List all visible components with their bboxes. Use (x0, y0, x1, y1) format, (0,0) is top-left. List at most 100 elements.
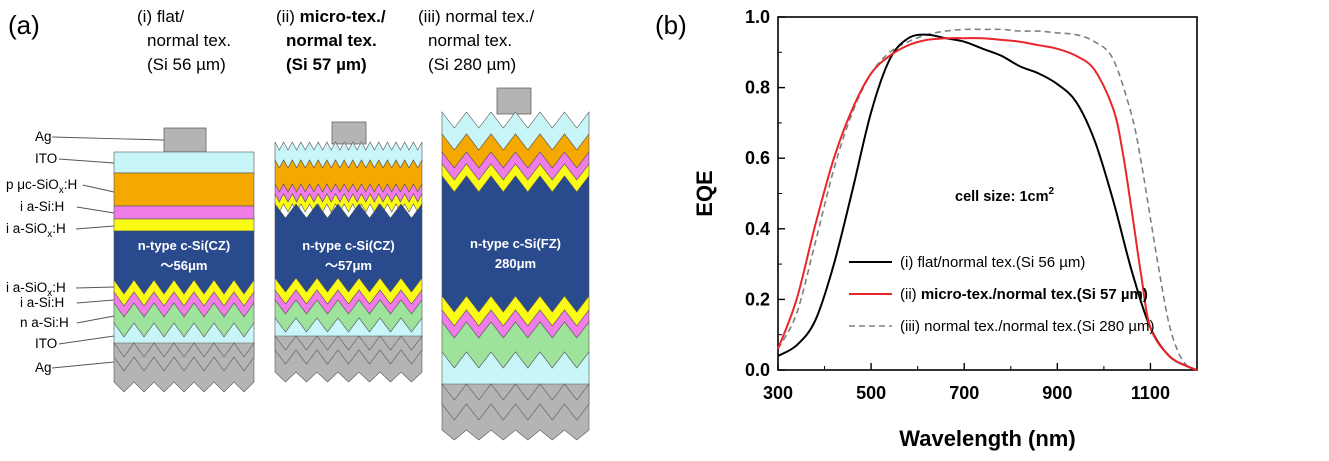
ag-front-contact (496, 87, 532, 115)
leader-line (58, 158, 115, 164)
header-line: (i) flat/ (137, 7, 185, 26)
ito-layer (113, 151, 255, 174)
i-asi-layer (113, 205, 255, 220)
leader-line (76, 315, 115, 324)
y-tick-label: 1.0 (745, 7, 770, 27)
x-tick-label: 700 (949, 383, 979, 403)
annotation-main: cell size: 1cm (955, 189, 1049, 205)
layer-label-text: Ag (35, 360, 52, 375)
header-line: (ii) micro-tex./ (276, 7, 386, 26)
panel-b-label: (b) (655, 10, 687, 40)
label-i-asiox-bottom: i a-SiOx:H (6, 280, 115, 299)
label-sub: x (47, 288, 52, 299)
wafer-thickness: ～56μm (161, 258, 208, 273)
leader-line (82, 184, 115, 193)
series-line-3 (777, 28, 1198, 371)
y-tick-label: 0.0 (745, 360, 770, 380)
x-axis-title: Wavelength (nm) (899, 426, 1075, 451)
ag-front-contact (163, 127, 207, 153)
label-main: i a-SiO (6, 221, 47, 236)
label-ito-top: ITO (35, 151, 115, 166)
column-2-stack: n-type c-Si(CZ) ～57μm (274, 121, 423, 383)
leader-line (76, 299, 115, 304)
cell-size-annotation: cell size: 1cm2 (955, 186, 1055, 205)
x-tick-label: 300 (763, 383, 793, 403)
rear-ag (441, 383, 590, 441)
rear-ag-top (113, 342, 255, 372)
label-i-asi-bottom: i a-Si:H (20, 295, 115, 310)
column-1-stack: n-type c-Si(CZ) ～56μm (113, 127, 255, 393)
series-line-1 (777, 33, 1198, 371)
y-tick-label: 0.2 (745, 289, 770, 309)
series-line-2 (777, 37, 1198, 371)
label-i-asiox-top: i a-SiOx:H (6, 221, 115, 240)
header-line: normal tex. (147, 31, 231, 50)
leader-line (52, 136, 165, 141)
label-sub: x (59, 185, 64, 196)
x-tick-label: 1100 (1131, 383, 1170, 403)
ito-layer (274, 141, 423, 169)
leader-line (75, 225, 115, 230)
y-tick-label: 0.4 (745, 219, 770, 239)
ag-front-contact (331, 121, 367, 145)
i-asiox-layer (113, 218, 255, 232)
layer-label-text: n a-Si:H (20, 315, 69, 330)
column-1-header: (i) flat/normal tex. (Si 56 µm) (137, 7, 231, 74)
legend-label: (ii) micro-tex./normal tex.(Si 57 µm) (900, 286, 1148, 303)
label-ito-bottom: ITO (35, 335, 115, 351)
legend-entry-1: (i) flat/normal tex.(Si 56 µm) (849, 254, 1085, 271)
layer-label-text: i a-Si:H (20, 199, 64, 214)
header-line: normal tex. (428, 31, 512, 50)
leader-line (76, 206, 115, 214)
layer-label-text: i a-SiOx:H (6, 221, 66, 240)
wafer-thickness: ～57μm (325, 258, 372, 273)
legend-entry-3: (iii) normal tex./normal tex.(Si 280 µm) (849, 318, 1155, 335)
column-3-stack: n-type c-Si(FZ) 280μm (441, 87, 590, 441)
header-line: (Si 280 µm) (428, 55, 516, 74)
wafer-label: n-type c-Si(CZ) (138, 238, 230, 253)
annotation-sup: 2 (1049, 186, 1055, 197)
wafer-label: n-type c-Si(FZ) (470, 236, 561, 251)
label-sub: x (47, 229, 52, 240)
legend-label-prefix: (iii) normal tex./normal tex.(Si 280 µm) (900, 318, 1155, 335)
p-layer (113, 172, 255, 207)
leader-line (75, 286, 115, 289)
layer-label-text: p μc-SiOx:H (6, 177, 77, 196)
legend-label: (i) flat/normal tex.(Si 56 µm) (900, 254, 1085, 271)
label-i-asi-top: i a-Si:H (20, 199, 115, 214)
column-2-header: (ii) micro-tex./ normal tex. (Si 57 µm) (276, 7, 386, 74)
header-prefix: (ii) (276, 7, 300, 26)
layer-label-text: i a-Si:H (20, 295, 64, 310)
wafer-thickness: 280μm (495, 256, 536, 271)
x-tick-label: 900 (1042, 383, 1072, 403)
y-tick-label: 0.6 (745, 148, 770, 168)
leader-line (58, 335, 115, 345)
column-3-header: (iii) normal tex./ normal tex. (Si 280 µm) (418, 7, 534, 74)
legend-label: (iii) normal tex./normal tex.(Si 280 µm) (900, 318, 1155, 335)
header-line: (Si 57 µm) (286, 55, 367, 74)
header-line: (Si 56 µm) (147, 55, 226, 74)
legend-label-prefix: (i) flat/normal tex.(Si 56 µm) (900, 254, 1085, 271)
label-tail: :H (52, 221, 66, 236)
header-line: normal tex. (286, 31, 377, 50)
panel-b-eqe-chart: (b) 0.0 0.2 0.4 0.6 0.8 1.0 300 500 700 900 1100 Wav… (655, 7, 1198, 451)
header-line: (iii) normal tex./ (418, 7, 534, 26)
label-p-layer: p μc-SiOx:H (6, 177, 115, 196)
legend-label-prefix: (ii) (900, 286, 921, 303)
layer-label-text: ITO (35, 151, 57, 166)
label-tail: :H (64, 177, 78, 192)
label-ag-bottom: Ag (35, 360, 115, 375)
wafer-label: n-type c-Si(CZ) (302, 238, 394, 253)
label-main: i a-SiO (6, 280, 47, 295)
panel-a-diagram: (a) (i) flat/normal tex. (Si 56 µm) (ii) mi… (6, 7, 590, 441)
legend-label-bold: micro-tex./normal tex.(Si 57 µm) (921, 286, 1148, 303)
layer-label-text: i a-SiOx:H (6, 280, 66, 299)
label-tail: :H (52, 280, 66, 295)
layer-label-text: ITO (35, 336, 57, 351)
label-ag-top: Ag (35, 129, 165, 144)
legend-entry-2: (ii) micro-tex./normal tex.(Si 57 µm) (849, 286, 1148, 303)
panel-a-label: (a) (8, 10, 40, 40)
y-axis-title: EQE (692, 170, 717, 216)
rear-ag-top (274, 335, 423, 365)
